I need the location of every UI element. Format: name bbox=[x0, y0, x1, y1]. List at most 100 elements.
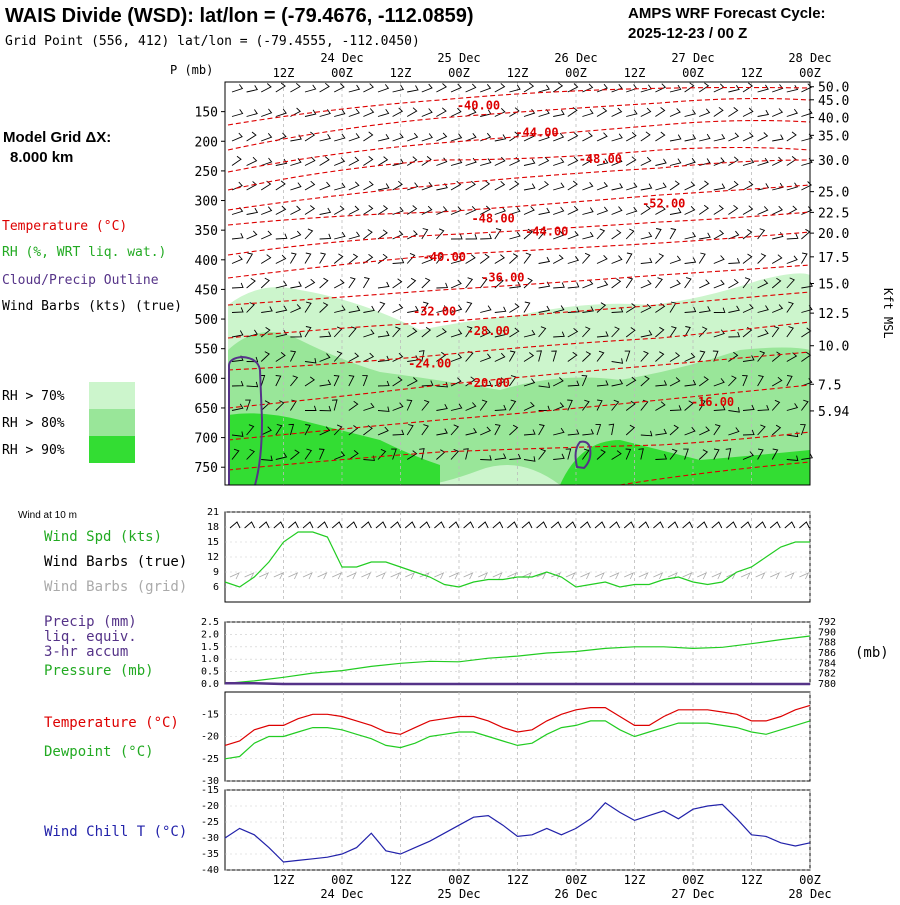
wind-barb bbox=[640, 350, 649, 362]
temperature-contour bbox=[619, 461, 811, 486]
wind-barb bbox=[523, 108, 536, 117]
temperature-label: -40.00 bbox=[457, 99, 500, 113]
wind-barb bbox=[392, 257, 405, 264]
wind-barb bbox=[684, 306, 697, 313]
wind-barb bbox=[582, 429, 594, 436]
pressure-tick-label: 350 bbox=[195, 224, 218, 239]
wind-barb bbox=[757, 253, 767, 264]
wind-barb bbox=[509, 375, 517, 387]
grid-barb bbox=[594, 572, 605, 580]
wind-barb bbox=[669, 352, 681, 362]
wind-barb bbox=[655, 205, 666, 215]
wind-barb bbox=[260, 83, 272, 93]
wind-barb bbox=[728, 331, 741, 338]
true-barb bbox=[331, 521, 343, 529]
date-tick-label: 27 Dec bbox=[671, 51, 714, 65]
wind-barb bbox=[565, 448, 572, 460]
wind-barb bbox=[786, 301, 794, 313]
wind-barb bbox=[334, 133, 346, 142]
y-tick-label: -35 bbox=[201, 849, 219, 860]
true-barb bbox=[580, 521, 591, 529]
grid-barb bbox=[770, 572, 781, 580]
wind-barb bbox=[553, 305, 565, 313]
grid-barb bbox=[653, 572, 664, 580]
wind-barb bbox=[655, 182, 667, 191]
wind-barb bbox=[319, 156, 330, 166]
grid-barb bbox=[624, 572, 635, 580]
wind-barb bbox=[801, 327, 812, 338]
wind-barb bbox=[728, 305, 740, 313]
wind-barb bbox=[698, 376, 709, 387]
wind-barb bbox=[728, 427, 740, 436]
grid-barb bbox=[740, 572, 751, 580]
wind-barb bbox=[640, 330, 653, 338]
wind-barb bbox=[698, 326, 708, 338]
wind-barb bbox=[407, 305, 419, 313]
wind-barb bbox=[465, 83, 477, 93]
temperature-label: -24.00 bbox=[408, 357, 451, 371]
y-tick-label: 1.0 bbox=[201, 654, 219, 665]
wind-barb bbox=[626, 182, 638, 191]
wind-barb bbox=[699, 426, 710, 436]
wind-barb bbox=[363, 277, 370, 289]
height-tick-label: 45.0 bbox=[818, 94, 849, 109]
temperature-label: -32.00 bbox=[413, 304, 456, 318]
wind-barb bbox=[713, 448, 720, 460]
wind-barb bbox=[421, 301, 429, 313]
wind-barb bbox=[494, 424, 501, 436]
wind-barb bbox=[304, 358, 317, 364]
wind-barb bbox=[436, 351, 447, 362]
wind-barb bbox=[363, 329, 375, 338]
wind-barb bbox=[363, 352, 375, 362]
wind-barb bbox=[406, 252, 416, 264]
height-tick-label: 50.0 bbox=[818, 81, 849, 96]
true-barb bbox=[390, 521, 402, 529]
wind-barb bbox=[509, 399, 517, 411]
rh90-label: RH > 90% bbox=[2, 443, 65, 458]
wind-barb bbox=[655, 131, 666, 142]
wind-barb bbox=[319, 353, 331, 362]
wind-barb bbox=[421, 182, 433, 191]
wind-barb bbox=[290, 331, 303, 338]
wind-barb bbox=[523, 277, 533, 289]
wind-barb bbox=[699, 279, 710, 289]
temperature-label: -44.00 bbox=[525, 224, 568, 238]
true-barb bbox=[404, 521, 416, 529]
temperature-contour bbox=[227, 184, 811, 226]
wind-barb bbox=[757, 350, 766, 362]
wind-barb bbox=[669, 158, 682, 166]
true-barb bbox=[638, 521, 650, 529]
wind-barb bbox=[261, 306, 273, 313]
y-tick-label: 6 bbox=[213, 582, 219, 593]
wind-barb bbox=[348, 450, 359, 460]
wind-barb bbox=[275, 452, 288, 460]
grid-barb bbox=[390, 572, 401, 580]
wind-barb bbox=[479, 253, 490, 264]
wind-barb bbox=[523, 429, 536, 436]
wind-barb bbox=[377, 183, 390, 191]
wind-chill-line bbox=[224, 802, 811, 863]
wind-barb bbox=[567, 429, 580, 436]
true-barb bbox=[507, 521, 518, 529]
wind-barb bbox=[348, 205, 360, 215]
wind-barb bbox=[319, 331, 332, 338]
wind-barb bbox=[596, 182, 609, 191]
true-barb bbox=[609, 521, 621, 529]
wind-barb bbox=[553, 231, 565, 240]
wind-barb bbox=[772, 84, 784, 93]
height-tick-label: 12.5 bbox=[818, 307, 849, 322]
wind-barb bbox=[728, 258, 741, 264]
wind-barb bbox=[640, 257, 653, 264]
wind-barb bbox=[596, 107, 608, 117]
wind-barb bbox=[567, 327, 579, 338]
wind-barb bbox=[757, 329, 769, 338]
wind-barb bbox=[611, 183, 624, 191]
wind-barb bbox=[567, 256, 580, 264]
wind-barb bbox=[801, 453, 813, 460]
wind-barb bbox=[418, 350, 425, 362]
wind-barb bbox=[421, 108, 433, 117]
wind-barb bbox=[625, 156, 637, 166]
grid-barb bbox=[463, 572, 474, 580]
legend-accum: 3-hr accum bbox=[44, 644, 128, 660]
wind-barb bbox=[465, 427, 478, 436]
